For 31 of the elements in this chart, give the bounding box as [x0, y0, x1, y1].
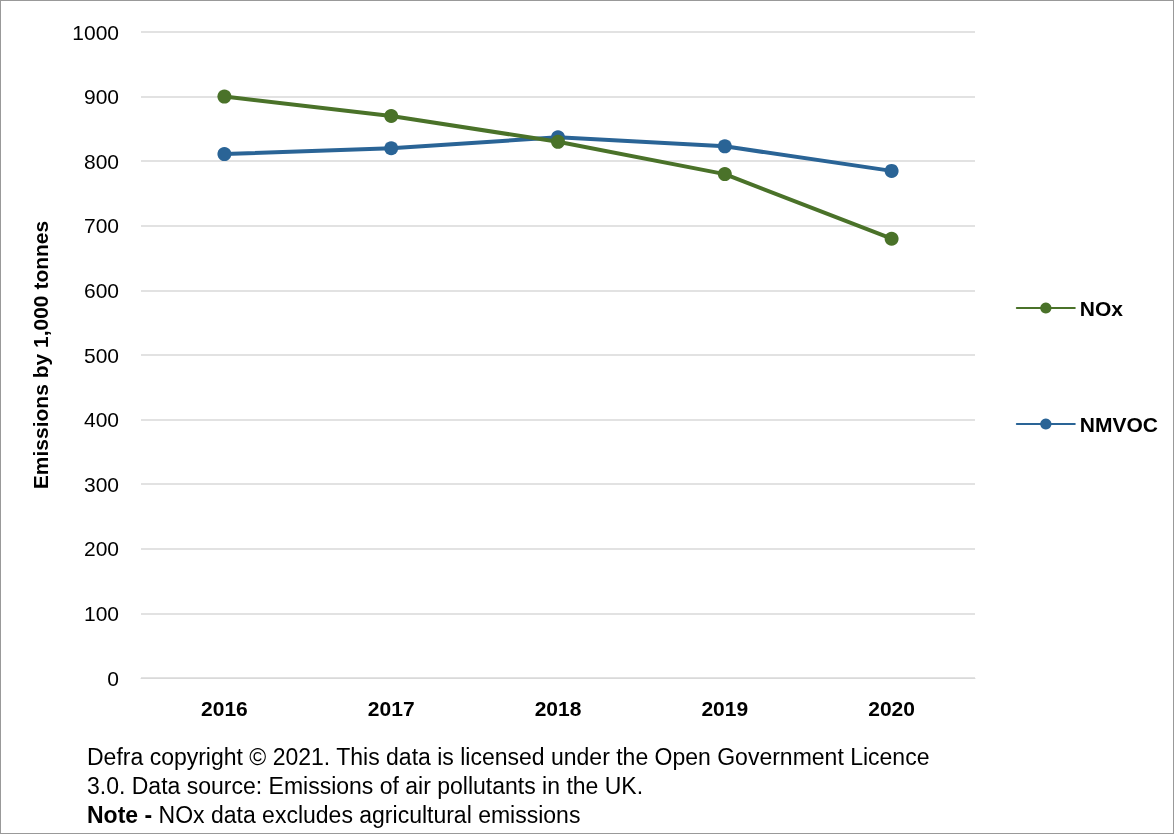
x-tick-label: 2020 [868, 697, 915, 720]
point [884, 163, 899, 178]
point [551, 134, 565, 149]
y-tick-label: 100 [83, 601, 119, 625]
y-tick-label: 400 [83, 408, 119, 432]
y-axis-title: Emissions by 1,000 tonnes [29, 220, 52, 490]
y-tick-label: 900 [83, 85, 119, 109]
y-tick-label: 200 [83, 537, 119, 561]
point [217, 147, 232, 162]
y-tick-label: 700 [83, 214, 119, 238]
y-tick-label: 0 [107, 666, 119, 690]
point [384, 108, 399, 123]
y-tick-label: 600 [83, 278, 119, 302]
text: Note - [87, 802, 153, 828]
point [717, 139, 732, 154]
legend-label: NOx [1079, 296, 1124, 320]
x-tick-label: 2019 [701, 697, 749, 720]
text: Defra copyright © 2021. This data is licensed under the Open Government Licence 3.0. Data source: Emissions of air pollutants in the UK. [87, 744, 930, 799]
y-tick-label: 300 [83, 472, 119, 496]
y-tick-label: 1000 [72, 20, 119, 44]
legend-label: NMVOC [1079, 412, 1159, 436]
text: NOx data excludes agricultural emissions [158, 802, 581, 828]
point [717, 167, 732, 182]
x-tick-label: 2017 [367, 697, 415, 720]
point [884, 231, 899, 246]
point [384, 141, 399, 156]
point [217, 89, 232, 104]
x-tick-label: 2018 [534, 697, 582, 720]
y-tick-label: 500 [83, 343, 119, 367]
y-tick-label: 800 [83, 149, 119, 173]
x-tick-label: 2016 [201, 697, 248, 720]
